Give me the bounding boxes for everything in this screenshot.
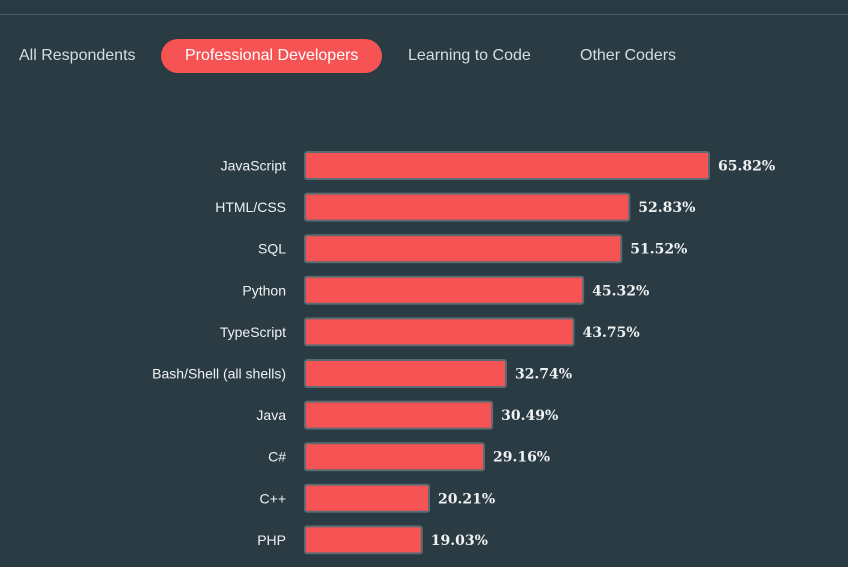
value-label: 20.21%: [438, 491, 495, 507]
value-label: 65.82%: [718, 159, 775, 175]
value-label: 30.49%: [501, 408, 558, 424]
category-label: SQL: [258, 241, 286, 257]
value-label: 32.74%: [515, 367, 572, 383]
value-label: 43.75%: [583, 325, 640, 341]
category-label: Java: [256, 407, 286, 423]
bar: [304, 234, 623, 264]
tab-learning-to-code[interactable]: Learning to Code: [408, 47, 531, 64]
tab-other-coders[interactable]: Other Coders: [580, 47, 677, 64]
value-label: 52.83%: [638, 200, 695, 216]
category-label: C#: [268, 449, 286, 465]
tab-professional-developers[interactable]: Professional Developers: [161, 39, 383, 73]
bar: [304, 317, 575, 347]
bar: [304, 192, 631, 222]
value-label: 19.03%: [431, 533, 488, 549]
category-label: C++: [260, 490, 286, 506]
tab-all-respondents[interactable]: All Respondents: [19, 47, 136, 64]
category-label: TypeScript: [220, 324, 286, 340]
divider: [0, 14, 848, 15]
value-label: 45.32%: [592, 283, 649, 299]
bar: [304, 442, 485, 472]
category-label: Bash/Shell (all shells): [152, 366, 286, 382]
value-label: 51.52%: [630, 242, 687, 258]
category-label: Python: [242, 282, 286, 298]
category-label: JavaScript: [221, 158, 286, 174]
value-label: 29.16%: [493, 450, 550, 466]
bar: [304, 400, 494, 430]
category-label: PHP: [257, 532, 286, 548]
bar: [304, 275, 585, 305]
bar: [304, 525, 423, 555]
bar: [304, 151, 710, 180]
category-label: HTML/CSS: [215, 199, 286, 215]
bar: [304, 359, 507, 388]
bar: [304, 483, 431, 513]
